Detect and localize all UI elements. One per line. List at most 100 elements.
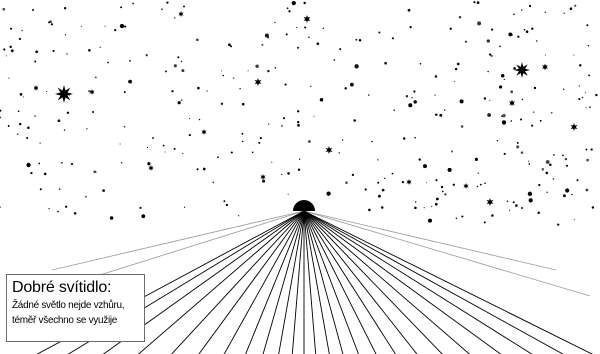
- star-icon: [297, 124, 300, 127]
- star-icon: [39, 188, 42, 191]
- star-icon: [391, 37, 394, 40]
- bright-star-icon: [514, 62, 530, 78]
- star-icon: [139, 206, 142, 210]
- star-icon: [5, 55, 7, 57]
- star-icon: [443, 109, 446, 111]
- star-icon: [578, 85, 580, 87]
- star-icon: [316, 42, 320, 46]
- star-icon: [8, 77, 10, 79]
- star-icon: [460, 125, 464, 128]
- star-icon: [455, 217, 458, 220]
- star-icon: [261, 43, 264, 46]
- star-icon: [415, 201, 417, 203]
- star-icon: [94, 76, 97, 79]
- star-icon: [447, 167, 452, 172]
- star-icon: [10, 49, 14, 53]
- star-icon: [444, 193, 447, 196]
- star-icon: [519, 118, 523, 121]
- star-icon: [17, 110, 20, 113]
- star-icon: [384, 177, 386, 179]
- star-icon: [66, 53, 68, 55]
- star-icon: [298, 158, 301, 160]
- star-icon: [297, 120, 300, 124]
- star-icon: [21, 30, 23, 32]
- star-icon: [10, 27, 13, 30]
- star-icon: [285, 33, 288, 36]
- star-icon: [565, 188, 570, 193]
- star-icon: [550, 111, 553, 114]
- star-icon: [477, 21, 482, 26]
- star-icon: [528, 198, 533, 203]
- star-icon: [414, 206, 417, 210]
- star-icon: [573, 54, 575, 56]
- star-icon: [164, 151, 166, 153]
- star-icon: [527, 191, 533, 196]
- star-icon: [552, 178, 555, 180]
- star-icon: [563, 12, 565, 14]
- star-icon: [579, 64, 582, 67]
- light-ray: [303, 210, 593, 354]
- star-icon: [196, 168, 199, 171]
- star-icon: [165, 70, 167, 73]
- star-icon: [202, 167, 206, 171]
- star-icon: [435, 179, 438, 182]
- star-icon: [297, 168, 301, 171]
- star-icon: [539, 119, 542, 122]
- star-icon: [114, 28, 117, 32]
- star-icon: [585, 188, 589, 192]
- star-icon: [89, 89, 95, 95]
- light-ray: [51, 210, 305, 271]
- star-icon: [408, 103, 413, 108]
- light-ray: [303, 210, 377, 354]
- star-icon: [533, 86, 537, 90]
- star-icon: [93, 170, 97, 174]
- star-icon: [501, 115, 503, 117]
- star-icon: [358, 38, 362, 42]
- star-icon: [434, 94, 436, 96]
- star-icon: [146, 146, 149, 149]
- star-icon: [286, 7, 289, 10]
- star-icon: [414, 136, 416, 139]
- star-icon: [586, 158, 589, 162]
- star-icon: [166, 1, 169, 4]
- star-icon: [486, 198, 494, 206]
- star-icon: [284, 83, 287, 86]
- star-icon: [195, 38, 199, 42]
- star-icon: [141, 214, 146, 219]
- star-icon: [409, 25, 412, 29]
- star-icon: [3, 48, 6, 51]
- star-icon: [499, 45, 501, 48]
- star-icon: [516, 145, 520, 149]
- star-icon: [569, 7, 573, 10]
- star-icon: [531, 27, 534, 30]
- star-icon: [503, 152, 506, 155]
- star-icon: [528, 160, 530, 162]
- star-icon: [483, 221, 486, 224]
- star-icon: [459, 99, 464, 104]
- star-icon: [499, 85, 503, 89]
- star-icon: [463, 183, 469, 189]
- star-icon: [510, 120, 513, 122]
- star-icon: [489, 99, 491, 102]
- star-icon: [68, 95, 71, 97]
- star-icon: [304, 26, 307, 29]
- star-icon: [449, 27, 452, 30]
- star-icon: [431, 205, 433, 208]
- star-icon: [291, 1, 296, 6]
- star-icon: [92, 111, 95, 113]
- star-icon: [7, 125, 10, 127]
- light-ray: [198, 210, 305, 354]
- star-icon: [63, 7, 67, 10]
- star-icon: [99, 46, 101, 48]
- star-icon: [201, 129, 207, 135]
- star-icon: [479, 183, 482, 186]
- star-icon: [254, 78, 262, 86]
- star-icon: [57, 210, 59, 213]
- star-icon: [578, 97, 581, 101]
- star-icon: [281, 125, 283, 127]
- star-icon: [104, 25, 106, 27]
- star-icon: [223, 200, 226, 203]
- star-icon: [34, 60, 37, 63]
- star-icon: [182, 153, 184, 155]
- star-icon: [303, 15, 311, 23]
